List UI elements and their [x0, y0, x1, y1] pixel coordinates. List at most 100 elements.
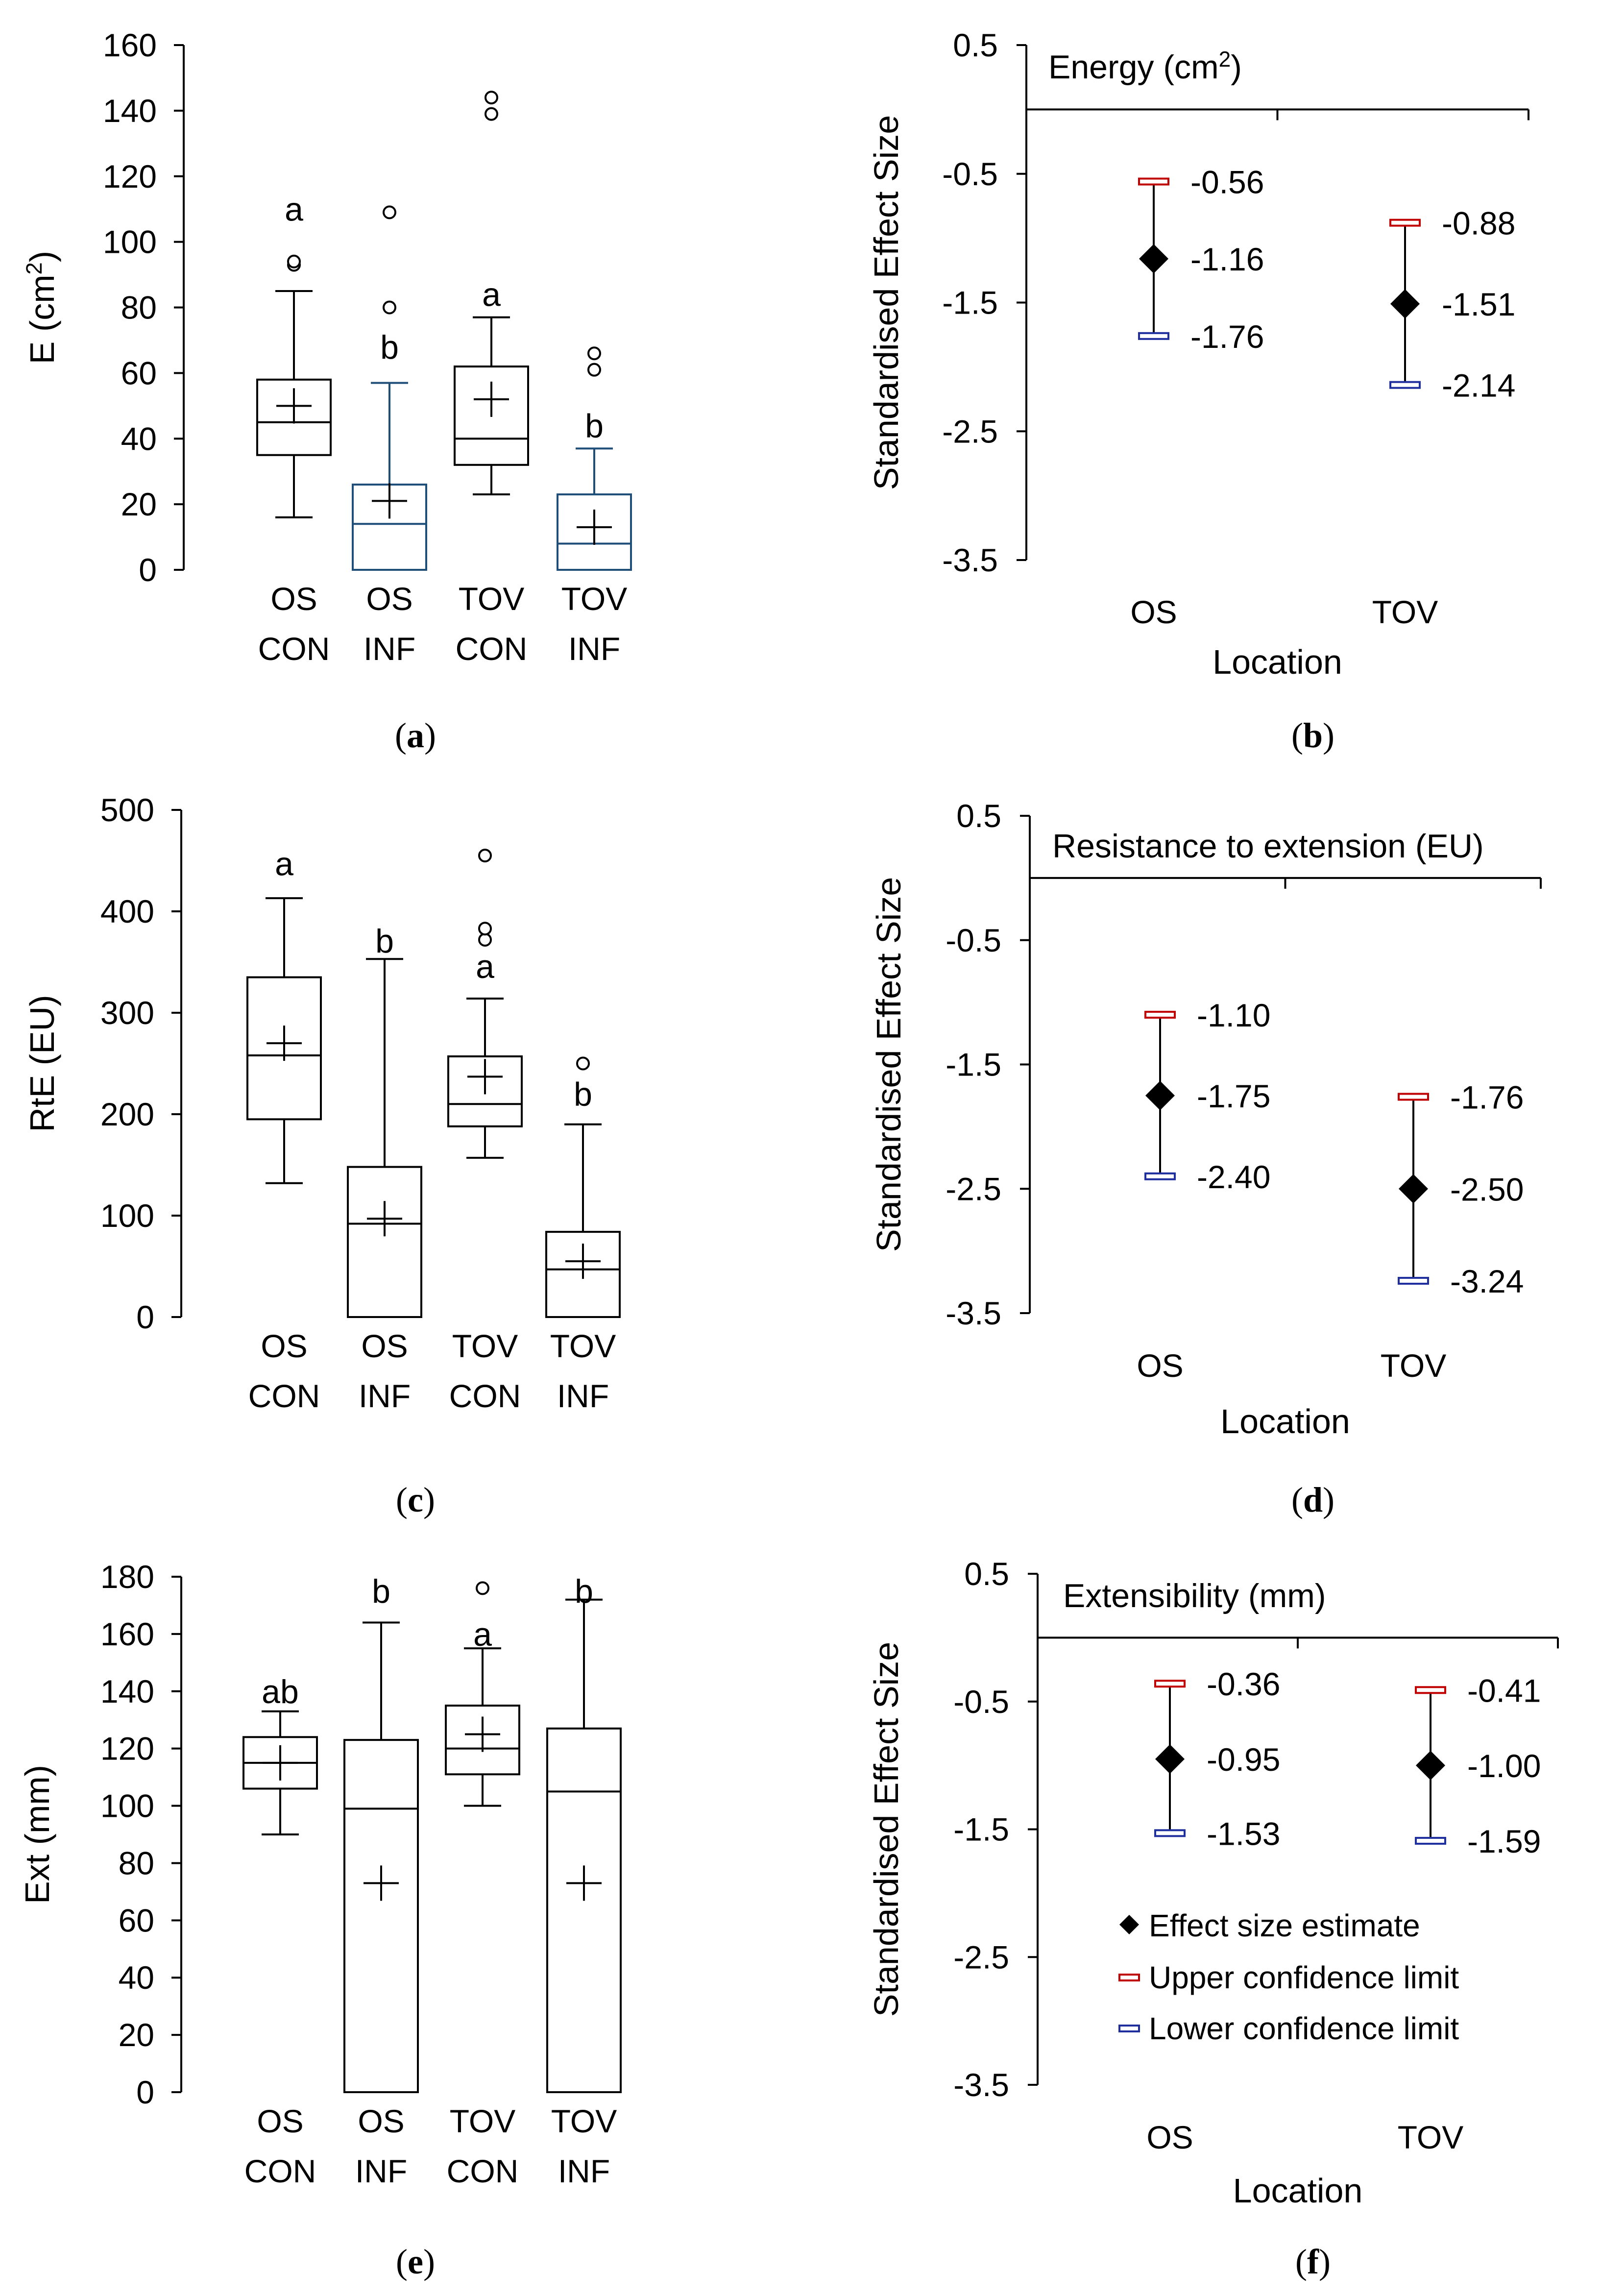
- y-axis-label: Standardised Effect Size: [867, 115, 905, 490]
- y-tick-label: 0: [136, 2074, 154, 2110]
- category-label-line1: TOV: [459, 581, 524, 617]
- category-label-line2: INF: [359, 1378, 411, 1414]
- upper-limit-label: -0.41: [1467, 1672, 1541, 1709]
- x-category-label: OS: [1146, 2119, 1193, 2155]
- y-tick-label: -2.5: [946, 1171, 1001, 1207]
- y-axis-label: Standardised Effect Size: [870, 877, 908, 1252]
- y-tick-label: 160: [103, 27, 157, 63]
- x-category-label: TOV: [1372, 594, 1438, 630]
- y-tick-label: 400: [100, 893, 154, 929]
- legend: Effect size estimate Upper confidence lim…: [1118, 1908, 1459, 2046]
- lower-limit-marker: [1398, 1277, 1429, 1285]
- y-tick-label: -1.5: [942, 285, 998, 321]
- upper-limit-label: -1.10: [1197, 997, 1270, 1033]
- estimate-label: -1.51: [1442, 286, 1515, 322]
- iqr-box: [454, 365, 529, 466]
- y-tick-label: 100: [100, 1788, 154, 1824]
- box-group: a TOV CON: [454, 91, 529, 667]
- effect-size-panel-f: 0.5 -0.5 -1.5 -2.5 -3.5 Extensibility (mm) Sta…: [867, 1556, 1559, 2210]
- box-group: a OS CON: [246, 846, 322, 1414]
- iqr-box: [343, 1739, 419, 2093]
- y-tick-label: -3.5: [946, 1295, 1001, 1331]
- category-label-line2: CON: [244, 2153, 316, 2189]
- effect-size-panel-d: 0.5 -0.5 -1.5 -2.5 -3.5 Resistance to extensi…: [870, 798, 1542, 1441]
- outlier-point: [478, 932, 492, 947]
- panel-title: Energy (cm2): [1048, 48, 1242, 86]
- significance-letter: ab: [262, 1673, 299, 1710]
- y-tick-label: 100: [100, 1197, 154, 1234]
- category-label-line1: TOV: [450, 2103, 515, 2139]
- significance-letter: b: [575, 1573, 593, 1610]
- outlier-point: [587, 346, 601, 361]
- y-tick-label: 20: [119, 2017, 154, 2053]
- iqr-box: [546, 1727, 622, 2094]
- box-group: b TOV INF: [545, 1056, 621, 1414]
- upper-limit-marker: [1154, 1680, 1186, 1688]
- panel-label-a: (a): [395, 716, 436, 755]
- estimate-diamond: [1399, 1174, 1428, 1204]
- category-label-line2: INF: [364, 631, 415, 667]
- category-label-line2: CON: [447, 2153, 519, 2189]
- lower-limit-label: -2.14: [1442, 367, 1515, 404]
- y-tick-label: 120: [100, 1731, 154, 1767]
- legend-label: Effect size estimate: [1149, 1908, 1420, 1943]
- category-label-line1: OS: [261, 1328, 307, 1364]
- lower-limit-marker: [1415, 1836, 1446, 1845]
- category-label-line2: CON: [449, 1378, 521, 1414]
- upper-limit-label: -0.88: [1442, 205, 1515, 242]
- outlier-point: [485, 107, 498, 121]
- panel-label-e: (e): [396, 2242, 435, 2281]
- y-tick-label: -2.5: [942, 413, 998, 449]
- iqr-box: [557, 493, 632, 571]
- y-axis-label: RtE (EU): [23, 995, 61, 1132]
- estimate-label: -2.50: [1450, 1171, 1524, 1207]
- y-tick-label: 200: [100, 1096, 154, 1132]
- panel-label-f: (f): [1295, 2242, 1331, 2281]
- significance-letter: b: [375, 923, 394, 960]
- y-tick-label: 140: [103, 93, 157, 129]
- y-tick-label: 0.5: [964, 1556, 1009, 1592]
- effect-point-group: -1.10 -1.75 -2.40 OS: [1137, 997, 1270, 1384]
- box-group: a TOV CON: [447, 849, 523, 1414]
- y-tick-label: 120: [103, 158, 157, 195]
- legend-upper-symbol: [1118, 1974, 1140, 1981]
- x-category-label: TOV: [1398, 2119, 1463, 2155]
- category-label-line2: INF: [568, 631, 620, 667]
- category-label-line2: CON: [456, 631, 528, 667]
- estimate-label: -0.95: [1207, 1741, 1280, 1778]
- category-label-line2: INF: [557, 1378, 609, 1414]
- panel-title: Extensibility (mm): [1063, 1577, 1326, 1614]
- estimate-diamond: [1139, 244, 1168, 274]
- category-label-line1: TOV: [452, 1328, 518, 1364]
- y-axis-label: Standardised Effect Size: [867, 1642, 905, 2017]
- upper-limit-label: -0.56: [1190, 164, 1264, 200]
- box-group: b OS INF: [352, 205, 427, 667]
- upper-limit-label: -1.76: [1450, 1079, 1524, 1115]
- box-group: a TOV CON: [445, 1581, 520, 2189]
- category-label-line1: OS: [270, 581, 317, 617]
- effect-point-group: -0.56 -1.16 -1.76 OS: [1130, 164, 1264, 630]
- x-category-label: TOV: [1381, 1347, 1446, 1384]
- significance-letter: a: [482, 276, 501, 314]
- y-tick-label: 0.5: [953, 27, 998, 63]
- x-axis-label: Location: [1233, 2172, 1363, 2210]
- iqr-box: [246, 976, 322, 1121]
- outlier-point: [287, 254, 301, 269]
- estimate-label: -1.16: [1190, 241, 1264, 277]
- y-tick-label: -3.5: [942, 542, 998, 578]
- box-group: b OS INF: [347, 923, 422, 1414]
- x-axis-label: Location: [1220, 1402, 1350, 1441]
- significance-letter: a: [285, 191, 303, 228]
- x-category-label: OS: [1130, 594, 1177, 630]
- iqr-box: [445, 1705, 520, 1776]
- y-tick-label: 160: [100, 1616, 154, 1652]
- panel-label-d: (d): [1291, 1480, 1334, 1519]
- y-tick-label: 180: [100, 1559, 154, 1595]
- upper-limit-marker: [1398, 1093, 1429, 1101]
- upper-limit-marker: [1144, 1011, 1176, 1019]
- estimate-diamond: [1155, 1744, 1185, 1774]
- upper-limit-marker: [1138, 177, 1169, 186]
- outlier-point: [476, 1581, 489, 1595]
- lower-limit-marker: [1138, 332, 1169, 340]
- outlier-point: [478, 922, 492, 936]
